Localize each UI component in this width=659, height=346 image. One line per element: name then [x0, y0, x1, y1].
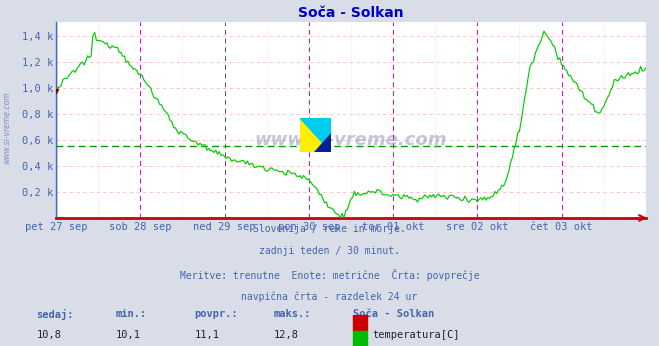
Polygon shape	[314, 133, 331, 152]
Polygon shape	[300, 118, 331, 152]
Text: maks.:: maks.:	[273, 309, 311, 319]
Text: Slovenija / reke in morje.: Slovenija / reke in morje.	[253, 224, 406, 234]
Text: 10,1: 10,1	[115, 330, 140, 340]
Polygon shape	[300, 118, 331, 152]
Text: temperatura[C]: temperatura[C]	[372, 330, 460, 340]
Text: Soča - Solkan: Soča - Solkan	[353, 309, 434, 319]
Bar	[353, 331, 367, 346]
Title: Soča - Solkan: Soča - Solkan	[298, 6, 404, 20]
Text: navpična črta - razdelek 24 ur: navpična črta - razdelek 24 ur	[241, 291, 418, 302]
Bar	[353, 315, 367, 331]
Text: zadnji teden / 30 minut.: zadnji teden / 30 minut.	[259, 246, 400, 256]
Text: 12,8: 12,8	[273, 330, 299, 340]
Text: Meritve: trenutne  Enote: metrične  Črta: povprečje: Meritve: trenutne Enote: metrične Črta: …	[180, 269, 479, 281]
Text: povpr.:: povpr.:	[194, 309, 238, 319]
Text: www.si-vreme.com: www.si-vreme.com	[254, 131, 447, 149]
Text: sedaj:: sedaj:	[36, 309, 74, 320]
Text: www.si-vreme.com: www.si-vreme.com	[2, 92, 11, 164]
Text: 11,1: 11,1	[194, 330, 219, 340]
Text: 10,8: 10,8	[36, 330, 61, 340]
Text: min.:: min.:	[115, 309, 146, 319]
